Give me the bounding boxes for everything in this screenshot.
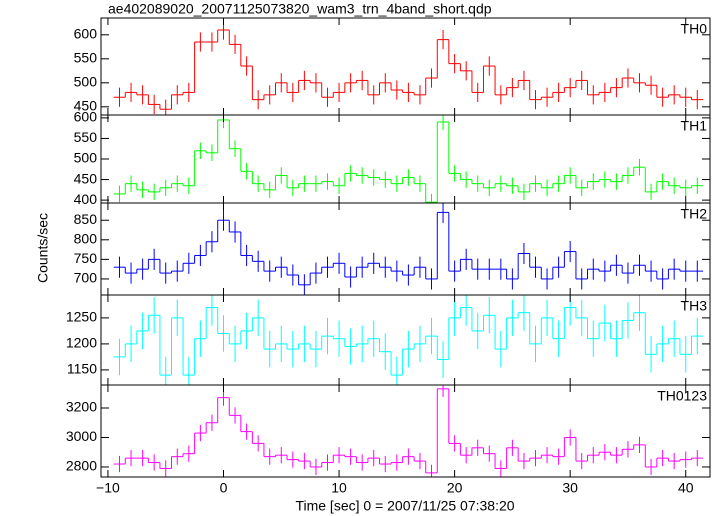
- y-tick-label: 700: [74, 270, 98, 286]
- y-tick-label: 1200: [66, 335, 97, 351]
- panel-label: TH1: [681, 118, 708, 134]
- y-tick-label: 3000: [66, 428, 97, 444]
- x-tick-label: 30: [562, 480, 578, 496]
- y-tick-label: 800: [74, 231, 98, 247]
- x-tick-label: 0: [220, 480, 228, 496]
- panel-frame: [100, 384, 711, 478]
- y-tick-label: 600: [74, 26, 98, 42]
- y-tick-label: 600: [74, 109, 98, 125]
- y-tick-label: 2800: [66, 458, 97, 474]
- y-tick-label: 500: [74, 150, 98, 166]
- panel-label: TH0123: [657, 388, 707, 404]
- panel-label: TH2: [681, 206, 708, 222]
- y-tick-label: 1150: [67, 361, 97, 377]
- y-tick-label: 550: [74, 50, 98, 66]
- panel-frame: [100, 294, 711, 386]
- y-tick-label: 450: [74, 170, 98, 186]
- panel-label: TH3: [681, 298, 708, 314]
- panel-label: TH0: [681, 21, 708, 37]
- y-tick-label: 850: [74, 211, 98, 227]
- y-tick-label: 1250: [66, 309, 97, 325]
- x-tick-label: 10: [331, 480, 347, 496]
- y-tick-label: 3200: [66, 399, 97, 415]
- y-axis-label: Counts/sec: [35, 213, 51, 283]
- panel-frame: [100, 114, 711, 204]
- y-tick-label: 450: [74, 98, 98, 114]
- y-tick-label: 550: [74, 129, 98, 145]
- panel-frame: [100, 17, 711, 116]
- y-tick-label: 500: [74, 74, 98, 90]
- x-tick-label: 40: [678, 480, 694, 496]
- y-tick-label: 750: [74, 250, 98, 266]
- x-tick-label: 20: [447, 480, 463, 496]
- chart-title: ae402089020_20071125073820_wam3_trn_4ban…: [108, 1, 492, 17]
- y-tick-label: 400: [74, 191, 98, 207]
- panel-frame: [100, 202, 711, 296]
- x-axis-label: Time [sec] 0 = 2007/11/25 07:38:20: [295, 498, 514, 514]
- x-tick-label: −10: [96, 480, 120, 496]
